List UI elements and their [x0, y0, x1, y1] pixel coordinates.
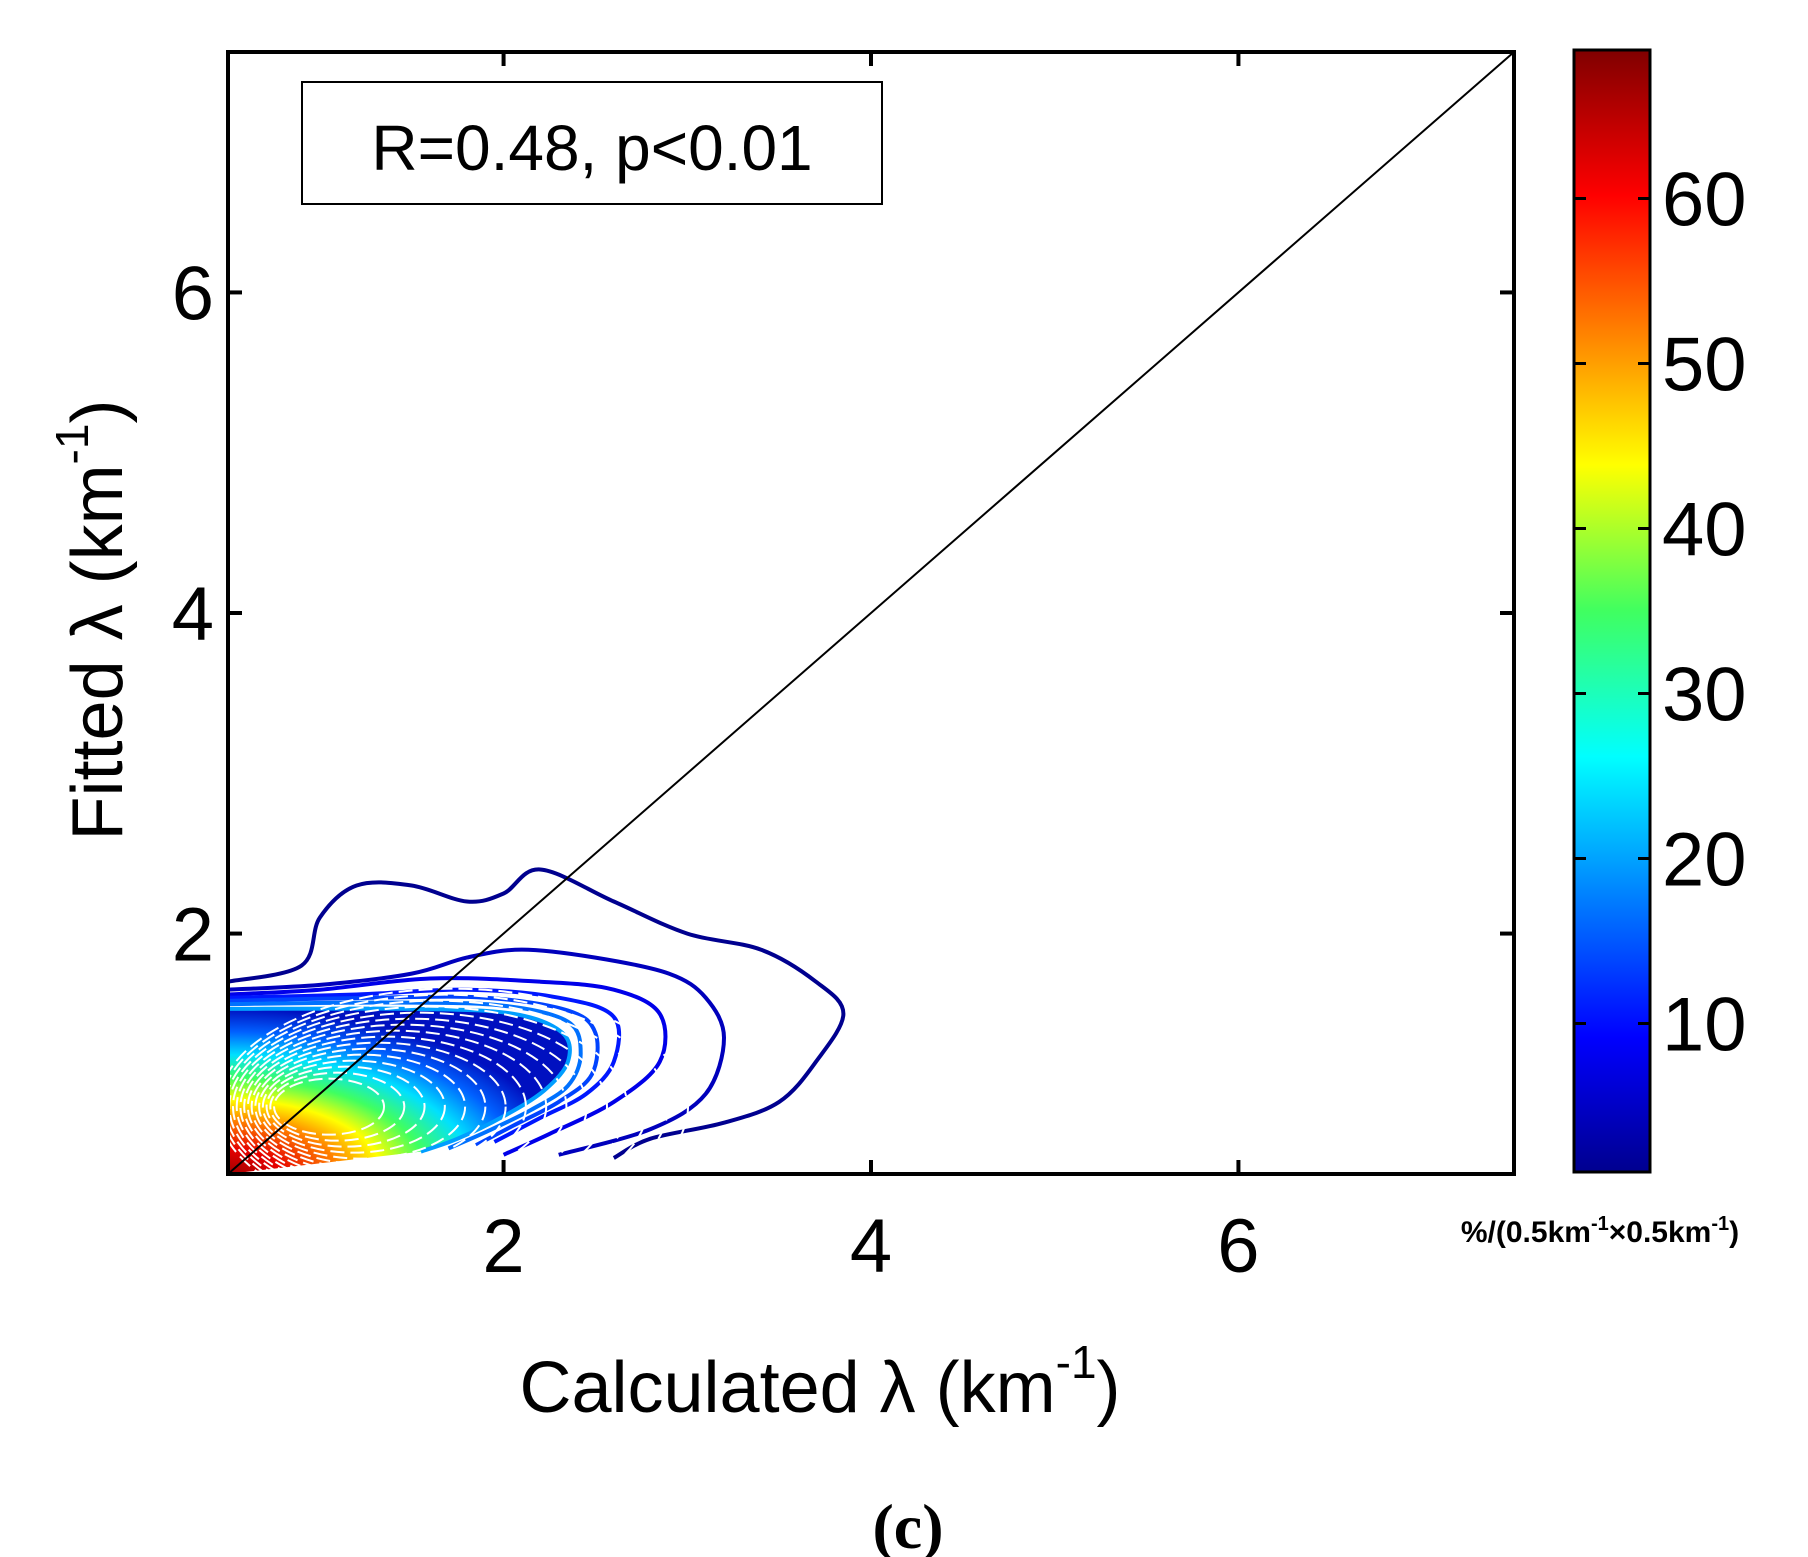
colorbar-unit-sup1: -1 [1591, 1213, 1609, 1235]
colorbar-tick-label: 60 [1662, 158, 1747, 243]
inner-density-contour [239, 1023, 568, 1174]
contour-line [228, 976, 668, 1157]
x-tick-label: 4 [850, 1204, 892, 1289]
colorbar-tick-label: 50 [1662, 323, 1747, 408]
colorbar-tick-label: 20 [1662, 818, 1747, 903]
x-axis-label-end: ) [1097, 1348, 1121, 1428]
colorbar-unit-mid: ×0.5km [1609, 1216, 1712, 1249]
colorbar-unit-main: %/(0.5km [1461, 1216, 1591, 1249]
x-axis-label-main: Calculated λ (km [519, 1348, 1055, 1428]
contour-line [228, 987, 622, 1144]
y-axis-label: Fitted λ (km-1) [46, 400, 138, 841]
contour-lines [228, 867, 846, 1174]
colorbar-tick-label: 10 [1662, 983, 1747, 1068]
correlation-annotation: R=0.48, p<0.01 [371, 112, 812, 184]
inner-density-contour [269, 1071, 406, 1142]
contour-line [228, 1006, 572, 1154]
contour-line [228, 947, 727, 1157]
inner-density-contour [258, 1053, 467, 1160]
x-axis-label-sup: -1 [1056, 1336, 1097, 1388]
colorbar-tick-label: 40 [1662, 488, 1747, 573]
panel-label: (c) [872, 1491, 943, 1557]
inner-density-contour [261, 1059, 446, 1154]
y-axis-label-sup: -1 [46, 424, 98, 465]
inner-density-contour [228, 999, 649, 1174]
colorbar-unit-end: ) [1729, 1216, 1739, 1249]
inner-density-contour [235, 1017, 588, 1174]
annotation-box [301, 81, 883, 205]
y-axis-label-end: ) [58, 400, 138, 424]
x-axis-label: Calculated λ (km-1) [519, 1336, 1120, 1428]
inner-density-contour [265, 1065, 426, 1148]
colorbar-unit-sup2: -1 [1711, 1213, 1729, 1235]
y-tick-label: 2 [172, 893, 214, 978]
inner-density-contour [254, 1047, 487, 1166]
y-tick-label: 4 [172, 572, 214, 657]
y-axis-label-main: Fitted λ (km [58, 464, 138, 840]
colorbar [1572, 48, 1652, 1174]
colorbar-tick-label: 30 [1662, 653, 1747, 738]
y-tick-label: 6 [172, 251, 214, 336]
inner-density-contour [243, 1029, 548, 1174]
axis-ticks [228, 52, 1514, 1174]
inner-density-contour [273, 1077, 386, 1136]
x-tick-label: 6 [1217, 1204, 1259, 1289]
inner-density-contour [232, 1011, 608, 1174]
one-to-one-line [227, 51, 1515, 1175]
contour-line [228, 994, 600, 1147]
colorbar-ticks [1574, 197, 1650, 1025]
inner-density-contour [228, 987, 689, 1174]
colorbar-unit-label: %/(0.5km-1×0.5km-1) [1461, 1213, 1739, 1249]
inner-density-contour [228, 993, 669, 1174]
x-tick-label: 2 [482, 1204, 524, 1289]
contour-line [228, 867, 846, 1160]
